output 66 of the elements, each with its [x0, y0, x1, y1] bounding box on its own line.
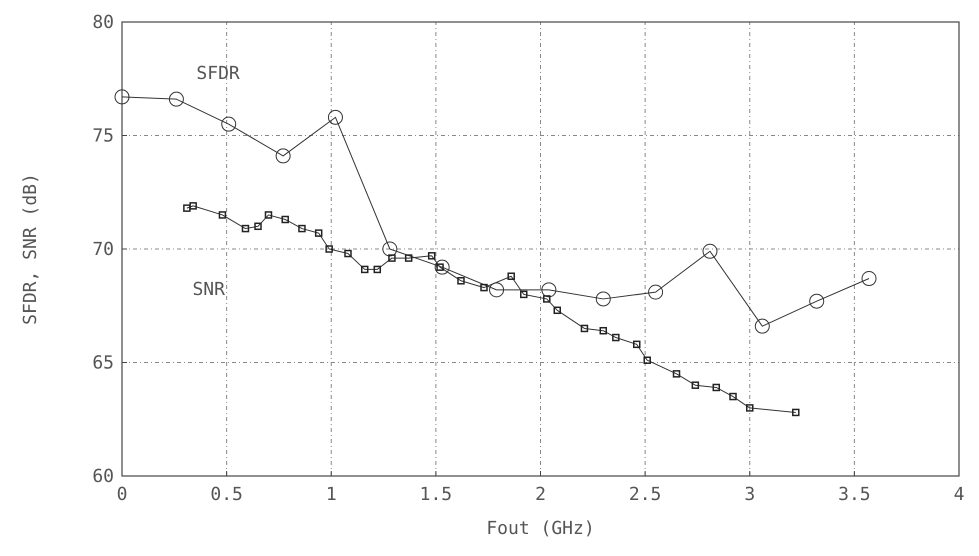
point [388, 254, 396, 262]
x-tick-label: 3.5 [838, 484, 871, 505]
x-tick-label: 4 [954, 484, 964, 505]
y-tick-label: 60 [92, 466, 114, 487]
point [325, 245, 333, 253]
x-tick-label: 1 [326, 484, 337, 505]
y-tick-label: 70 [92, 239, 114, 260]
x-tick-label: 2.5 [628, 484, 662, 505]
point [754, 318, 770, 334]
point [374, 266, 382, 274]
point [553, 306, 561, 314]
point [221, 116, 236, 132]
series-label: SFDR [196, 63, 240, 84]
point [218, 211, 226, 219]
point [298, 224, 306, 232]
y-axis-title: SFDR, SNR (dB) [20, 173, 41, 325]
point [600, 326, 608, 334]
point [242, 224, 250, 232]
point [862, 271, 877, 286]
point [254, 222, 262, 230]
point [434, 260, 450, 275]
point [457, 277, 465, 285]
point [580, 324, 588, 332]
point [507, 272, 515, 280]
point [809, 294, 824, 309]
x-tick-label: 0 [116, 484, 128, 505]
point [314, 229, 322, 237]
point [168, 92, 184, 107]
x-tick-label: 1.5 [420, 484, 452, 505]
point [360, 266, 368, 274]
point [692, 381, 700, 389]
point [189, 202, 197, 210]
point [404, 254, 412, 262]
x-axis-title: Fout (GHz) [486, 518, 595, 539]
point [643, 356, 651, 364]
y-tick-label: 80 [92, 12, 114, 33]
point [276, 148, 291, 164]
point [541, 282, 556, 298]
point [729, 392, 737, 400]
point [114, 89, 130, 104]
point [489, 282, 504, 298]
text: SNR [192, 278, 226, 300]
point [712, 384, 720, 392]
x-tick-label: 0.5 [210, 484, 243, 505]
point [183, 204, 191, 212]
point [612, 334, 620, 342]
y-tick-label: 65 [92, 352, 114, 374]
point [702, 244, 718, 259]
point [428, 252, 436, 260]
point [543, 295, 551, 303]
point [264, 211, 272, 219]
point [344, 250, 352, 258]
point [648, 284, 664, 300]
point [520, 290, 528, 298]
point [746, 404, 754, 412]
y-tick-label: 75 [92, 126, 114, 146]
point [328, 110, 343, 125]
point [480, 284, 488, 292]
point [633, 340, 641, 348]
point [792, 408, 800, 416]
point [596, 291, 611, 306]
point [281, 216, 289, 224]
point [672, 370, 680, 378]
x-tick-label: 2 [535, 484, 546, 505]
point [382, 242, 398, 256]
x-tick-label: 3 [744, 484, 756, 505]
